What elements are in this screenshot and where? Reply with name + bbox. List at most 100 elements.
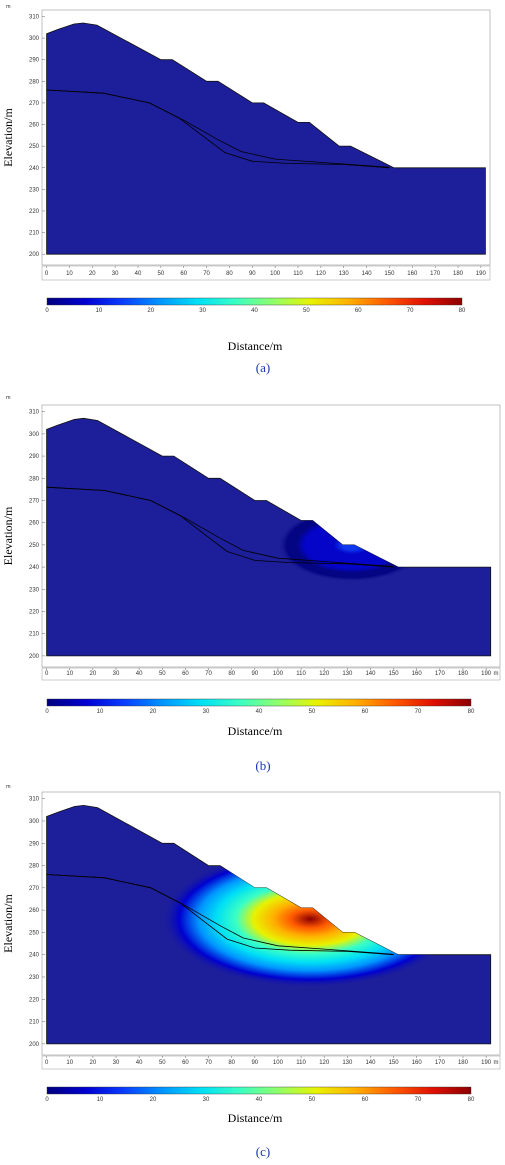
x-tick-label: 50: [159, 671, 166, 677]
colorbar-tick-label: 50: [309, 1097, 316, 1103]
slope-body: [46, 22, 486, 255]
y-tick-label: 310: [29, 410, 40, 416]
y-tick-label: 230: [29, 187, 40, 193]
y-tick-label: 220: [29, 209, 40, 215]
x-tick-label: 10: [66, 271, 73, 277]
x-tick-label: 80: [228, 671, 235, 677]
x-tick-label: 40: [135, 271, 142, 277]
y-tick-label: 290: [29, 841, 40, 847]
y-tick-label: 290: [29, 58, 40, 64]
y-tick-label: 280: [29, 79, 40, 85]
x-tick-label: 180: [458, 1060, 469, 1066]
x-tick-label: 40: [136, 671, 143, 677]
slip-surface-upper: [46, 874, 394, 955]
x-tick-label: 50: [158, 271, 165, 277]
y-tick-label: 210: [29, 231, 40, 237]
y-tick-label: 220: [29, 609, 40, 615]
y-tick-label: 300: [29, 432, 40, 438]
x-tick-label: 0: [45, 671, 49, 677]
y-axis-title: Elevation/m: [1, 894, 15, 953]
colorbar: [46, 297, 463, 306]
y-tick-label: 250: [29, 930, 40, 936]
colorbar-tick-label: 0: [45, 709, 49, 715]
slope-body: [46, 417, 492, 657]
x-tick-label: 190: [481, 671, 492, 677]
x-tick-label: 150: [389, 1060, 400, 1066]
y-tick-label: 230: [29, 975, 40, 981]
x-tick-label: 140: [365, 1060, 376, 1066]
x-tick-label: 140: [365, 671, 376, 677]
x-axis-title: Distance/m: [228, 724, 283, 738]
y-tick-label: 240: [29, 565, 40, 571]
x-tick-label: 80: [226, 271, 233, 277]
x-unit-label: m: [494, 1060, 499, 1066]
panel-label: (b): [255, 758, 270, 773]
x-tick-label: 170: [435, 671, 446, 677]
x-tick-label: 150: [384, 271, 395, 277]
x-tick-label: 80: [228, 1060, 235, 1066]
x-tick-label: 60: [182, 1060, 189, 1066]
colorbar-tick-label: 0: [45, 1097, 49, 1103]
colorbar-tick-label: 70: [415, 709, 422, 715]
x-tick-label: 70: [205, 671, 212, 677]
colorbar-tick-label: 30: [203, 709, 210, 715]
x-tick-label: 10: [66, 1060, 73, 1066]
x-tick-label: 190: [481, 1060, 492, 1066]
x-axis-strip: [41, 667, 501, 681]
colorbar-tick-label: 50: [309, 709, 316, 715]
x-tick-label: 40: [136, 1060, 143, 1066]
x-axis-title: Distance/m: [228, 1111, 283, 1125]
y-unit-label: m: [6, 784, 11, 790]
colorbar-tick-label: 10: [96, 308, 103, 314]
x-tick-label: 120: [316, 271, 327, 277]
x-tick-label: 0: [45, 1060, 49, 1066]
y-tick-label: 280: [29, 476, 40, 482]
colorbar-tick-label: 80: [468, 1097, 475, 1103]
colorbar-tick-label: 20: [150, 1097, 157, 1103]
colorbar-tick-label: 60: [362, 1097, 369, 1103]
colorbar-tick-label: 70: [415, 1097, 422, 1103]
colorbar-tick-label: 60: [355, 308, 362, 314]
x-tick-label: 130: [342, 1060, 353, 1066]
colorbar-tick-label: 10: [97, 1097, 104, 1103]
y-axis-title: Elevation/m: [1, 506, 15, 565]
x-tick-label: 90: [251, 671, 258, 677]
colorbar-tick-label: 20: [147, 308, 154, 314]
x-tick-label: 60: [182, 671, 189, 677]
x-tick-label: 170: [435, 1060, 446, 1066]
x-tick-label: 130: [342, 671, 353, 677]
x-tick-label: 10: [66, 671, 73, 677]
x-tick-label: 100: [273, 1060, 284, 1066]
y-unit-label: m: [6, 4, 11, 10]
colorbar-tick-label: 60: [362, 709, 369, 715]
x-tick-label: 20: [90, 1060, 97, 1066]
colorbar-tick-label: 40: [256, 709, 263, 715]
x-tick-label: 160: [412, 671, 423, 677]
x-axis-strip: [41, 265, 491, 281]
slip-surface-upper: [46, 89, 390, 168]
x-tick-label: 110: [296, 1060, 306, 1066]
slip-surface-upper: [46, 486, 394, 567]
x-tick-label: 110: [293, 271, 303, 277]
y-unit-label: m: [6, 395, 11, 401]
y-tick-label: 310: [29, 14, 40, 20]
y-tick-label: 280: [29, 864, 40, 870]
x-tick-label: 20: [90, 671, 97, 677]
colorbar-tick-label: 80: [468, 709, 475, 715]
y-tick-label: 300: [29, 36, 40, 42]
colorbar-tick-label: 40: [251, 308, 258, 314]
x-tick-label: 170: [430, 271, 441, 277]
x-tick-label: 70: [205, 1060, 212, 1066]
x-tick-label: 120: [319, 671, 330, 677]
x-tick-label: 160: [407, 271, 418, 277]
colorbar-tick-label: 0: [45, 308, 49, 314]
panel-label: (a): [256, 360, 270, 375]
panel-label: (c): [256, 1144, 270, 1159]
y-tick-label: 250: [29, 144, 40, 150]
x-tick-label: 120: [319, 1060, 330, 1066]
y-tick-label: 240: [29, 953, 40, 959]
colorbar-tick-label: 70: [407, 308, 414, 314]
y-tick-label: 210: [29, 632, 40, 638]
x-tick-label: 90: [249, 271, 256, 277]
